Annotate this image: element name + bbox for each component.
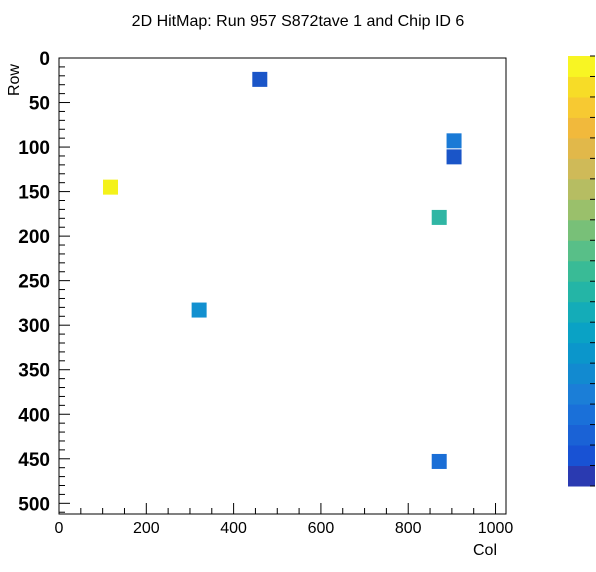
hit-cell (446, 149, 462, 165)
colorbar-segment (568, 178, 595, 200)
hit-cell (191, 302, 207, 318)
y-tick-label: 150 (18, 183, 50, 204)
y-tick-label: 200 (18, 227, 50, 248)
colorbar-segment (568, 96, 595, 118)
colorbar-segment (568, 240, 595, 262)
plot-frame (58, 57, 507, 515)
colorbar-segment (568, 281, 595, 303)
y-tick-label: 300 (18, 316, 50, 337)
x-axis-title: Col (473, 542, 497, 559)
colorbar-segment (568, 342, 595, 364)
chart-title: 2D HitMap: Run 957 S872tave 1 and Chip I… (132, 13, 465, 30)
y-tick-label: 500 (18, 494, 50, 515)
colorbar-segment (568, 117, 595, 139)
y-tick-label: 450 (18, 450, 50, 471)
colorbar-segment (568, 199, 595, 221)
colorbar-segment (568, 219, 595, 241)
colorbar-segment (568, 465, 595, 487)
y-tick-label: 0 (39, 49, 50, 70)
hit-cell (431, 453, 447, 469)
y-tick-label: 100 (18, 138, 50, 159)
colorbar-segment (568, 322, 595, 344)
y-tick-label: 350 (18, 361, 50, 382)
axis-ticks (58, 57, 497, 514)
hit-cell (103, 179, 119, 195)
colorbar-segment (568, 445, 595, 467)
hit-cell (446, 133, 462, 149)
x-tick-label: 400 (220, 520, 247, 537)
y-tick-label: 400 (18, 405, 50, 426)
hit-cell (252, 71, 268, 87)
colorbar-segment (568, 363, 595, 385)
colorbar-segment (568, 158, 595, 180)
colorbar-segment (568, 260, 595, 282)
x-tick-label: 0 (55, 520, 64, 537)
y-tick-labels: 0 50 100 150 200 250 300 350 400 450 500 (18, 49, 50, 515)
x-tick-label: 1000 (478, 520, 514, 537)
colorbar-segment (568, 301, 595, 323)
colorbar-segment (568, 56, 595, 77)
x-tick-label: 200 (133, 520, 160, 537)
colorbar-segment (568, 404, 595, 426)
y-axis-title: Row (6, 64, 23, 96)
x-tick-labels: 0 200 400 600 800 1000 (55, 520, 514, 537)
color-scale-bar (568, 55, 595, 487)
hit-cells (103, 71, 462, 469)
hit-cell (431, 209, 447, 225)
colorbar-segment (568, 137, 595, 159)
y-tick-label: 250 (18, 272, 50, 293)
x-tick-label: 800 (395, 520, 422, 537)
y-tick-label: 50 (29, 94, 50, 115)
colorbar-segment (568, 76, 595, 98)
x-tick-label: 600 (308, 520, 335, 537)
colorbar-segment (568, 383, 595, 405)
colorbar-segment (568, 424, 595, 446)
